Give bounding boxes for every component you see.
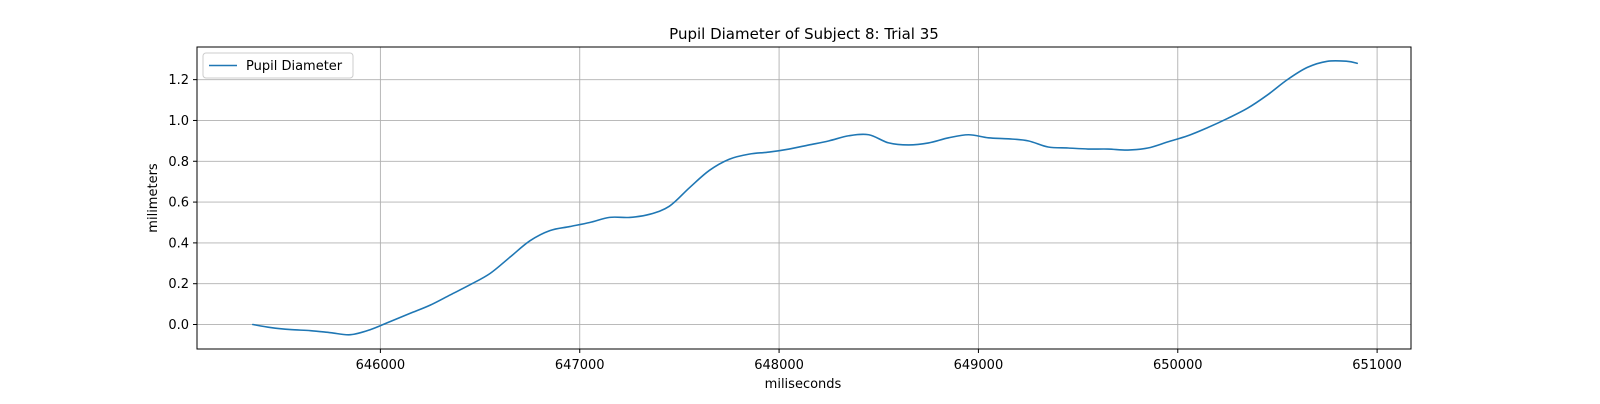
grid (197, 47, 1411, 349)
x-tick-label: 646000 (356, 358, 406, 373)
x-tick-label: 651000 (1352, 358, 1402, 373)
y-tick-label: 1.0 (168, 114, 189, 129)
y-tick-label: 0.2 (168, 277, 189, 292)
x-tick-label: 647000 (555, 358, 605, 373)
y-axis: 0.0 0.2 0.4 0.6 0.8 1.0 1.2 (168, 73, 197, 333)
x-tick-label: 648000 (754, 358, 804, 373)
x-axis: 646000 647000 648000 649000 650000 651000 (356, 349, 1402, 373)
x-tick-label: 650000 (1153, 358, 1203, 373)
x-axis-label: miliseconds (765, 377, 842, 392)
y-tick-label: 0.4 (168, 236, 189, 251)
y-tick-label: 0.6 (168, 196, 189, 211)
legend-box (202, 52, 354, 79)
series-line-pupil-diameter (252, 59, 1358, 336)
plot-area-frame (196, 46, 1412, 350)
chart-title: Pupil Diameter of Subject 8: Trial 35 (669, 25, 939, 43)
y-tick-label: 0.0 (168, 318, 189, 333)
legend: Pupil Diameter (202, 52, 354, 79)
x-tick-label: 649000 (954, 358, 1004, 373)
y-tick-label: 0.8 (168, 155, 189, 170)
legend-label-pupil-diameter: Pupil Diameter (246, 59, 343, 74)
y-axis-label: milimeters (146, 163, 161, 233)
y-tick-label: 1.2 (168, 73, 189, 88)
